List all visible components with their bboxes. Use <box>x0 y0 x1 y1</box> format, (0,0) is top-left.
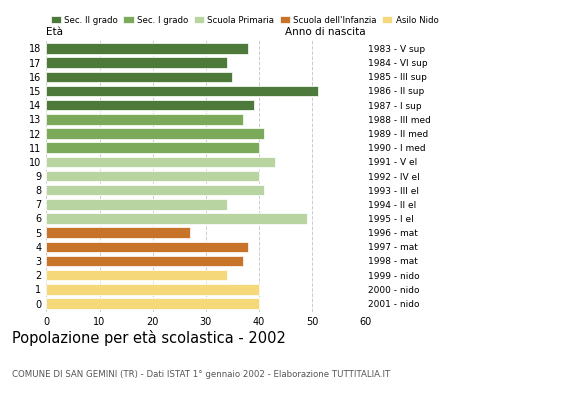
Bar <box>46 114 243 125</box>
Text: Età: Età <box>46 27 63 37</box>
Bar <box>46 242 248 252</box>
Bar <box>46 185 264 196</box>
Legend: Sec. II grado, Sec. I grado, Scuola Primaria, Scuola dell'Infanzia, Asilo Nido: Sec. II grado, Sec. I grado, Scuola Prim… <box>50 16 438 25</box>
Bar <box>46 156 275 167</box>
Bar <box>46 86 317 96</box>
Bar <box>46 284 259 295</box>
Bar <box>46 43 248 54</box>
Text: COMUNE DI SAN GEMINI (TR) - Dati ISTAT 1° gennaio 2002 - Elaborazione TUTTITALIA: COMUNE DI SAN GEMINI (TR) - Dati ISTAT 1… <box>12 370 390 379</box>
Bar <box>46 128 264 139</box>
Bar <box>46 199 227 210</box>
Bar <box>46 72 233 82</box>
Text: Popolazione per età scolastica - 2002: Popolazione per età scolastica - 2002 <box>12 330 285 346</box>
Bar <box>46 256 243 266</box>
Text: Anno di nascita: Anno di nascita <box>285 27 365 37</box>
Bar <box>46 227 190 238</box>
Bar <box>46 298 259 309</box>
Bar <box>46 270 227 280</box>
Bar <box>46 57 227 68</box>
Bar <box>46 213 307 224</box>
Bar <box>46 171 259 181</box>
Bar <box>46 142 259 153</box>
Bar <box>46 100 254 110</box>
